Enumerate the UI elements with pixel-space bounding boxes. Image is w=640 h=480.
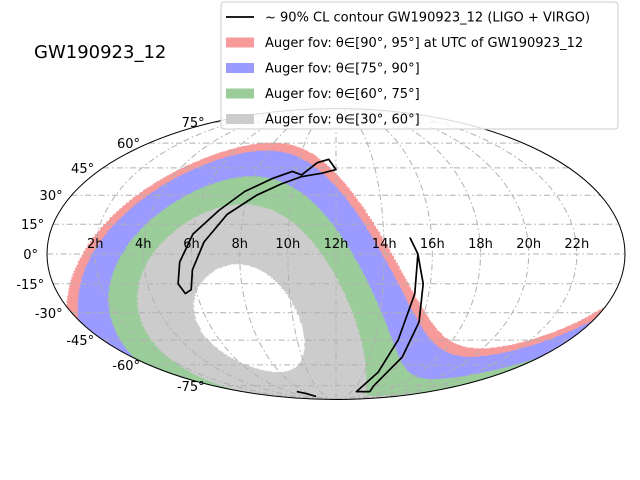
ra-tick-label: 18h xyxy=(468,237,493,252)
ra-tick-label: 14h xyxy=(372,237,397,252)
ra-gridline xyxy=(190,108,337,400)
ra-tick-label: 22h xyxy=(564,237,589,252)
dec-tick-label: 30° xyxy=(40,189,63,204)
legend-label: Auger fov: θ∈[30°, 60°] xyxy=(265,113,420,128)
ra-gridline xyxy=(142,108,337,400)
dec-tick-label: 75° xyxy=(182,116,205,131)
legend-entry: Auger fov: θ∈[75°, 90°] xyxy=(226,62,420,77)
dec-tick-label: 45° xyxy=(71,162,94,177)
ra-tick-label: 16h xyxy=(420,237,445,252)
ra-gridline xyxy=(335,108,578,400)
ra-tick-label: 4h xyxy=(135,237,152,252)
legend-entry: Auger fov: θ∈[60°, 75°] xyxy=(226,87,420,102)
dec-tick-label: -60° xyxy=(112,359,140,374)
gw-contour-1 xyxy=(355,237,425,393)
legend-entry: ~ 90% CL contour GW190923_12 (LIGO + VIR… xyxy=(226,11,590,26)
ra-gridline xyxy=(287,108,337,400)
gw-contour-layer xyxy=(177,158,425,398)
dec-tick-label: -45° xyxy=(66,334,94,349)
grid xyxy=(47,108,625,400)
gw-contour-2 xyxy=(296,390,317,398)
ra-gridline xyxy=(94,108,337,400)
ra-gridline xyxy=(335,108,530,400)
ra-gridline xyxy=(239,108,337,400)
ra-gridline xyxy=(335,108,433,400)
dec-tick-label: -30° xyxy=(35,307,63,322)
legend: ~ 90% CL contour GW190923_12 (LIGO + VIR… xyxy=(220,1,619,130)
dec-tick-label: -15° xyxy=(16,278,44,293)
ra-tick-label: 12h xyxy=(324,237,349,252)
legend-label: Auger fov: θ∈[75°, 90°] xyxy=(265,62,420,77)
ra-tick-label: 20h xyxy=(516,237,541,252)
dec-tick-label: 60° xyxy=(117,137,140,152)
dec-tick-label: 15° xyxy=(21,218,44,233)
legend-label: Auger fov: θ∈[60°, 75°] xyxy=(265,87,420,102)
ra-tick-label: 2h xyxy=(87,237,104,252)
ra-gridline xyxy=(335,108,482,400)
legend-patch-swatch xyxy=(226,88,254,99)
ra-gridline xyxy=(335,108,385,400)
chart-title: GW190923_12 xyxy=(34,42,166,63)
auger-fov-layer xyxy=(65,142,609,400)
legend-label: ~ 90% CL contour GW190923_12 (LIGO + VIR… xyxy=(265,11,590,26)
legend-entry: Auger fov: θ∈[90°, 95°] at UTC of GW1909… xyxy=(226,36,583,51)
tick-labels: 2h 4h 6h 8h 10h 12h 14h 16h 18h 20h 22h -75° -60° -45… xyxy=(16,116,589,395)
gw-contour-0 xyxy=(177,158,337,295)
legend-label: Auger fov: θ∈[90°, 95°] at UTC of GW1909… xyxy=(265,36,583,51)
dec-tick-label: -75° xyxy=(177,380,205,395)
legend-box xyxy=(220,1,619,130)
legend-patch-swatch xyxy=(226,63,254,73)
dec-tick-label: 0° xyxy=(23,248,38,263)
legend-patch-swatch xyxy=(226,114,254,124)
ra-tick-label: 6h xyxy=(183,237,200,252)
ra-tick-label: 8h xyxy=(231,237,248,252)
legend-patch-swatch xyxy=(226,37,254,48)
ra-tick-label: 10h xyxy=(275,237,300,252)
legend-entry: Auger fov: θ∈[30°, 60°] xyxy=(226,113,420,128)
